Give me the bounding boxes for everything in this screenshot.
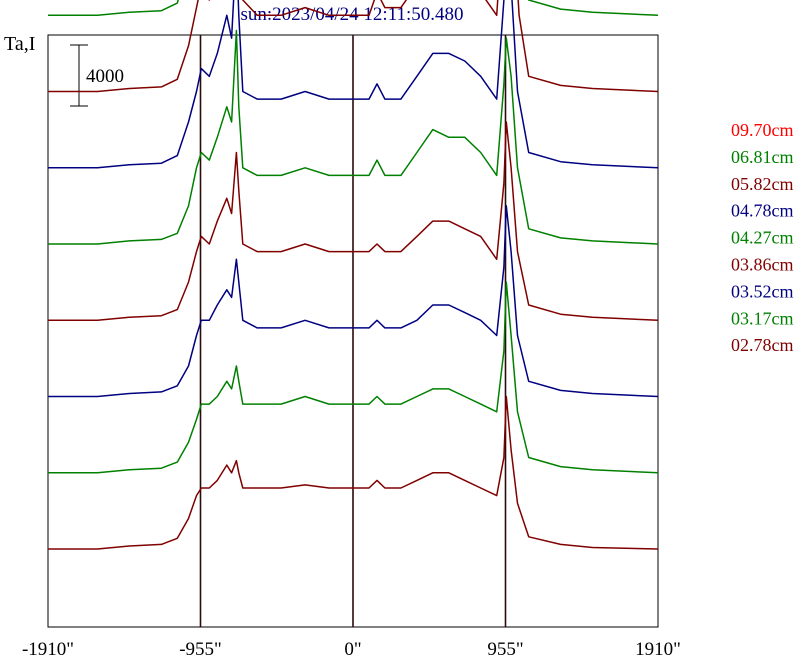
legend-entry-02.78cm: 02.78cm bbox=[731, 335, 794, 355]
x-tick-label-0: -1910" bbox=[22, 639, 74, 660]
legend-entry-03.52cm: 03.52cm bbox=[731, 281, 794, 301]
series-line-02.78cm bbox=[48, 395, 659, 550]
reference-lines bbox=[199, 35, 507, 627]
legend-entry-03.17cm: 03.17cm bbox=[731, 308, 794, 328]
scale-bar-label: 4000 bbox=[86, 66, 124, 87]
legend-entry-04.78cm: 04.78cm bbox=[731, 201, 794, 221]
legend: 09.70cm 06.81cm 05.82cm 04.78cm 04.27cm 03.86… bbox=[731, 120, 794, 355]
series-line-04.78cm bbox=[48, 0, 659, 169]
x-tick-label-3: 955" bbox=[487, 639, 523, 660]
series-line-04.27cm bbox=[48, 29, 659, 245]
series-line-03.17cm bbox=[48, 281, 659, 474]
x-tick-label-1: -955" bbox=[179, 639, 222, 660]
legend-entry-04.27cm: 04.27cm bbox=[731, 228, 794, 248]
legend-entry-06.81cm: 06.81cm bbox=[731, 147, 794, 167]
x-tick-label-4: 1910" bbox=[635, 639, 681, 660]
legend-entry-09.70cm: 09.70cm bbox=[731, 120, 794, 140]
y-axis-label: Ta,I bbox=[4, 33, 35, 55]
intensity-scale-bar: 4000 bbox=[70, 44, 124, 107]
x-tick-label-2: 0" bbox=[344, 639, 361, 660]
legend-entry-03.86cm: 03.86cm bbox=[731, 255, 794, 275]
series-line-03.52cm bbox=[48, 205, 659, 398]
series-line-05.82cm bbox=[48, 0, 659, 93]
chart-title: sun:2023/04/24 12:11:50.480 bbox=[240, 4, 463, 25]
x-tick-labels: -1910" -955" 0" 955" 1910" bbox=[22, 639, 681, 660]
series-line-03.86cm bbox=[48, 121, 659, 322]
series-lines bbox=[48, 0, 659, 550]
legend-entry-05.82cm: 05.82cm bbox=[731, 174, 794, 194]
